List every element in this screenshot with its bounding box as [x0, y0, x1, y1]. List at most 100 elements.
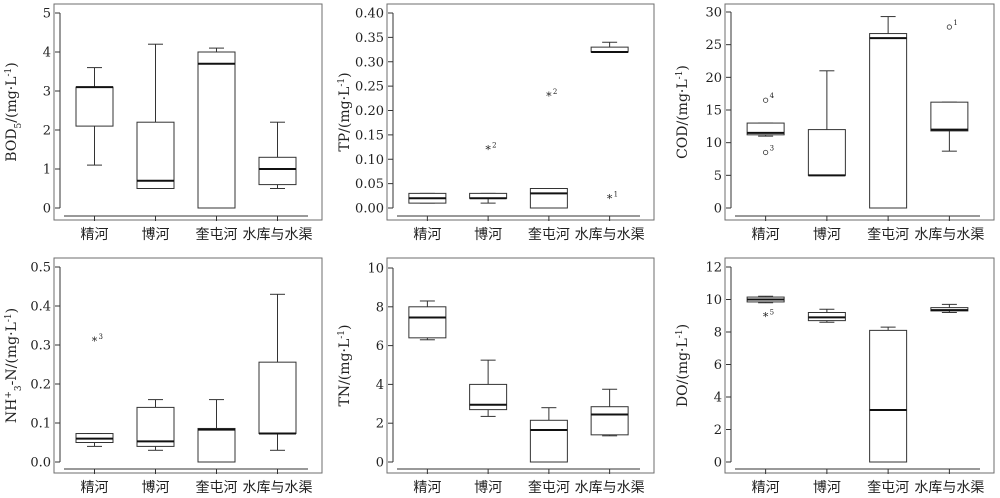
box-iqr	[529, 188, 568, 209]
y-tick-label: 3	[43, 85, 51, 100]
x-category-label: 奎屯河	[196, 480, 238, 496]
y-tick-label: 2	[714, 423, 722, 438]
x-category-label: 精河	[752, 227, 780, 243]
x-category-label: 奎屯河	[867, 480, 909, 496]
box-4: * 1	[590, 41, 629, 205]
plot-frame	[386, 3, 655, 221]
y-tick-label: 8	[714, 326, 722, 341]
y-tick-label: 0.15	[355, 128, 384, 143]
y-axis-label-part: TN/(mg·L	[337, 339, 353, 407]
box-iqr	[197, 51, 236, 209]
y-axis-label-part: )	[675, 65, 691, 70]
y-axis-label-part: -1	[675, 329, 685, 338]
y-tick-label: 2	[43, 124, 51, 139]
y-axis-label-part: )	[4, 62, 20, 67]
outlier-point: *	[485, 144, 491, 157]
box-1	[75, 67, 114, 166]
y-tick-label: 0.40	[355, 7, 384, 22]
y-axis-label-part: NH	[4, 399, 20, 423]
outlier-label: 3	[770, 144, 774, 152]
box-4	[258, 121, 297, 189]
y-tick-label: 0.05	[355, 177, 384, 192]
box-iqr	[746, 122, 785, 136]
x-category-label: 博河	[474, 479, 502, 496]
outlier-point: *	[763, 311, 769, 324]
box-3	[197, 47, 236, 209]
y-axis-label: BOD5/(mg·L-1)	[4, 62, 24, 161]
box-1	[408, 300, 447, 341]
box-1: * 5	[746, 295, 785, 324]
y-tick-label: 0.5	[30, 261, 51, 276]
y-tick-label: 0.2	[30, 378, 51, 393]
y-tick-label: 4	[714, 391, 722, 406]
y-tick-label: 0.10	[355, 153, 384, 168]
y-axis-label: COD/(mg·L-1)	[675, 65, 691, 159]
x-category-label: 水库与水渠	[243, 480, 313, 496]
y-tick-label: 0	[43, 202, 51, 217]
outlier-point: *	[92, 335, 98, 348]
box-3	[197, 399, 236, 463]
x-category-label: 水库与水渠	[243, 227, 313, 243]
plot-frame	[386, 257, 655, 474]
box-4: 1	[930, 19, 969, 152]
y-tick-label: 10	[705, 293, 722, 308]
box-4	[258, 293, 297, 451]
outlier-point	[763, 97, 769, 103]
y-tick-label: 0.0	[30, 456, 51, 471]
box-iqr	[258, 156, 297, 186]
y-axis-label-part: /(mg·L	[4, 77, 20, 123]
box-iqr	[136, 406, 175, 447]
y-axis-label-part: -1	[675, 71, 685, 80]
x-category-label: 精河	[81, 227, 109, 243]
x-category-label: 精河	[81, 480, 109, 496]
box-1: * 3	[75, 333, 114, 447]
y-tick-label: 10	[705, 136, 722, 151]
y-axis-label-part: BOD	[4, 128, 20, 161]
y-tick-label: 6	[376, 339, 384, 354]
box-1	[408, 192, 447, 204]
y-tick-label: 0	[376, 456, 384, 471]
box-2: * 2	[469, 142, 508, 204]
y-tick-label: 12	[705, 261, 722, 276]
chart-panel-5: 0 2 4 6 8 10 精河 博河 奎屯河 水库与水渠 TN/(mg·L-1)	[337, 257, 655, 496]
x-category-label: 博河	[813, 226, 841, 243]
y-tick-label: 30	[705, 6, 722, 21]
box-2	[136, 43, 175, 189]
box-4	[590, 388, 629, 437]
y-axis-label: TP/(mg·L-1)	[337, 72, 353, 151]
box-2	[807, 70, 846, 177]
box-iqr	[136, 121, 175, 189]
y-tick-label: 5	[43, 7, 51, 22]
box-2	[807, 308, 846, 323]
y-axis-label-part: -N/(mg·L	[4, 322, 20, 385]
y-axis-label-part: COD/(mg·L	[675, 79, 691, 159]
y-tick-label: 0.35	[355, 31, 384, 46]
x-category-label: 水库与水渠	[914, 227, 984, 243]
outlier-label: 2	[553, 88, 557, 96]
outlier-label: 3	[99, 333, 103, 341]
chart-panel-6: 0 2 4 6 8 10 12 精河 博河 奎屯河 水库与水渠 DO/(mg·L-1) * 5	[675, 257, 995, 496]
y-tick-label: 0.3	[30, 339, 51, 354]
y-axis-label-part: DO/(mg·L	[675, 338, 691, 407]
plot-frame	[724, 257, 995, 474]
x-category-label: 精河	[413, 227, 441, 243]
y-axis-label-part: 3	[14, 385, 24, 391]
box-iqr	[469, 383, 508, 411]
y-axis-label-part: -1	[4, 313, 14, 322]
outlier-point: *	[546, 90, 552, 103]
y-axis-label-part: -1	[337, 78, 347, 87]
x-category-label: 博河	[474, 226, 502, 243]
outlier-label: 1	[953, 19, 957, 27]
x-category-label: 精河	[752, 480, 780, 496]
outlier-label: 2	[492, 142, 496, 150]
x-category-label: 水库与水渠	[575, 480, 645, 496]
x-category-label: 奎屯河	[196, 227, 238, 243]
box-iqr	[930, 101, 969, 132]
y-tick-label: 0.4	[30, 300, 51, 315]
y-axis-label-part: 5	[14, 122, 24, 128]
outlier-point: *	[607, 192, 613, 205]
y-tick-label: 1	[43, 163, 51, 178]
box-4	[930, 303, 969, 313]
y-tick-label: 0	[714, 202, 722, 217]
